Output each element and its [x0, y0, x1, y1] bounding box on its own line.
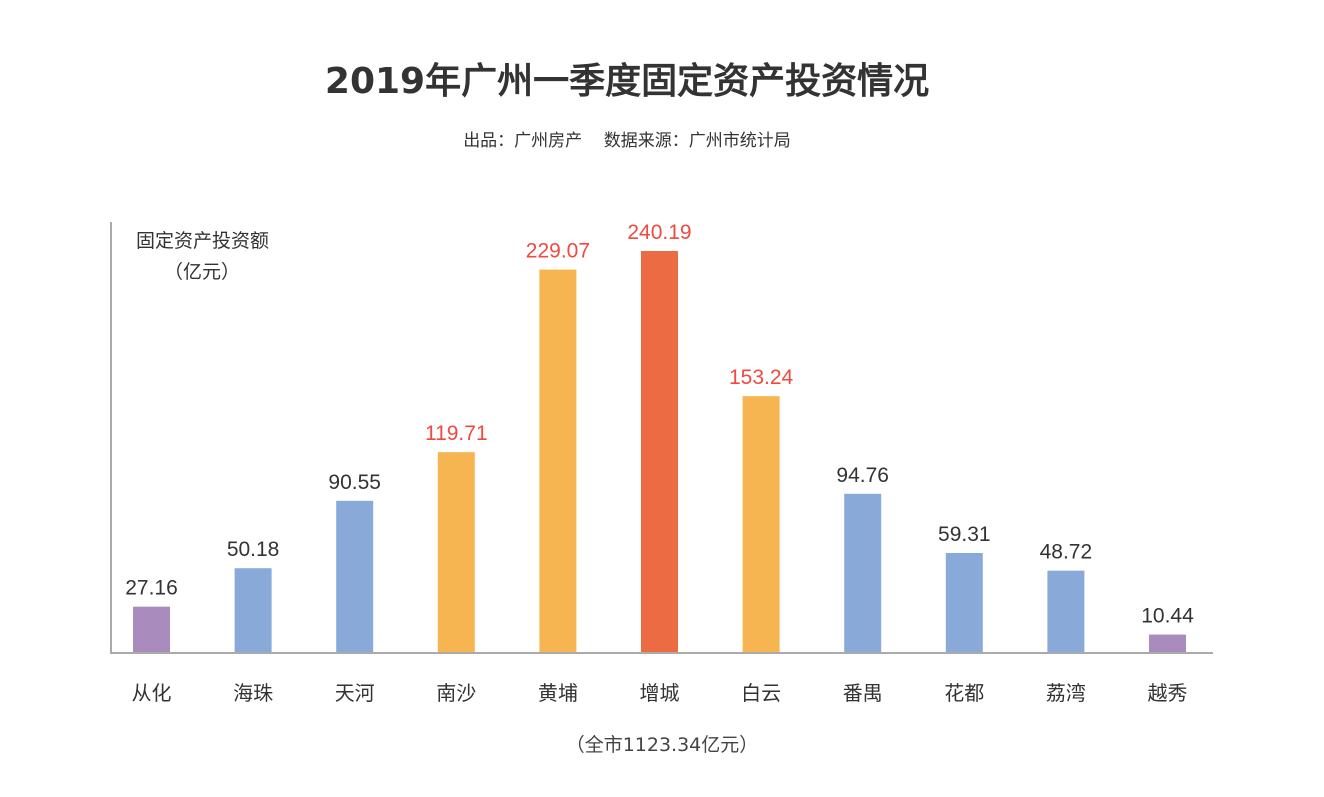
x-tick-label: 白云 [741, 681, 781, 705]
data-label: 10.44 [1141, 605, 1194, 628]
x-tick-label: 黄埔 [538, 681, 578, 705]
bar-荔湾 [1047, 570, 1085, 652]
x-tick-label: 从化 [132, 681, 172, 705]
data-label: 50.18 [227, 538, 280, 561]
bar-从化 [133, 606, 170, 652]
bar-增城 [641, 251, 678, 652]
x-tick-label: 荔湾 [1046, 681, 1086, 705]
y-axis-label: 固定资产投资额 （亿元） [136, 226, 269, 288]
bar-海珠 [234, 568, 272, 652]
y-axis-title: 固定资产投资额 [136, 230, 270, 252]
data-label: 59.31 [938, 523, 991, 546]
x-tick-label: 天河 [335, 681, 375, 705]
bar-南沙 [437, 452, 475, 652]
data-label: 48.72 [1040, 541, 1093, 564]
x-tick-label: 越秀 [1148, 681, 1188, 705]
x-tick-label: 南沙 [436, 681, 476, 705]
y-axis-unit: （亿元） [164, 261, 241, 283]
chart-subtitle: 出品：广州房产 数据来源：广州市统计局 [463, 131, 791, 151]
data-label: 119.71 [425, 422, 488, 445]
bar-白云 [742, 396, 780, 652]
bar-花都 [945, 552, 983, 652]
data-label: 27.16 [125, 577, 178, 600]
bar-越秀 [1149, 634, 1186, 652]
chart-title: 2019年广州一季度固定资产投资情况 [324, 61, 930, 102]
data-label: 94.76 [836, 464, 889, 487]
x-tick-label: 海珠 [233, 681, 273, 705]
bar-黄埔 [539, 269, 577, 652]
data-label: 90.55 [328, 471, 381, 494]
data-label: 153.24 [729, 366, 794, 389]
data-label: 229.07 [526, 240, 590, 263]
data-label: 240.19 [627, 221, 691, 244]
x-tick-label: 番禺 [843, 681, 883, 705]
bar-天河 [336, 500, 374, 652]
bar-番禺 [844, 493, 882, 652]
total-note: （全市1123.34亿元） [565, 734, 759, 756]
x-tick-label: 增城 [640, 681, 680, 705]
x-tick-label: 花都 [944, 681, 984, 705]
